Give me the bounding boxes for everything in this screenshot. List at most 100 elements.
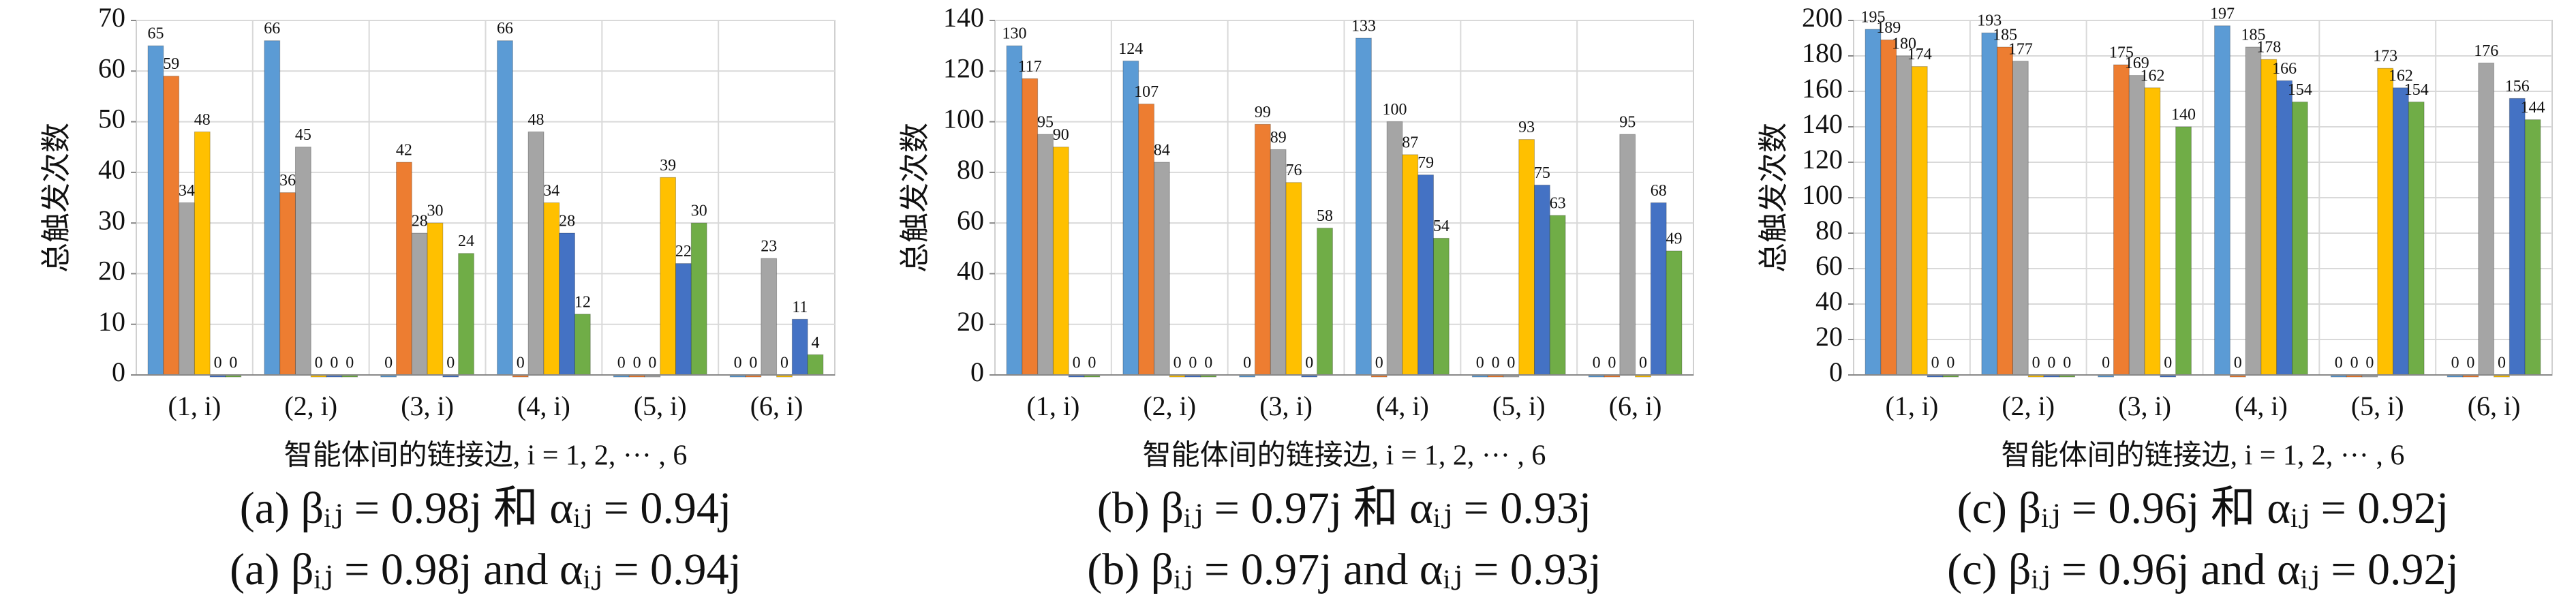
value-label: 0 [2164,354,2172,372]
value-label: 65 [147,25,164,43]
value-label: 154 [2288,81,2312,99]
y-tick-label: 100 [1802,179,1843,210]
value-label: 39 [660,157,676,175]
value-label: 90 [1053,126,1069,144]
value-label: 154 [2404,81,2429,99]
bar [1355,37,1372,376]
x-tick-label: (2, i) [2002,391,2055,421]
value-label: 197 [2210,5,2235,22]
bar [543,202,560,376]
y-tick-label: 20 [98,256,125,286]
value-label: 0 [2047,354,2055,372]
bar [411,232,428,376]
value-label: 0 [2466,354,2474,372]
y-tick-label: 120 [943,52,984,83]
bar [690,222,707,376]
bar [1981,32,1998,376]
bar [1896,55,1912,376]
value-label: 0 [2451,354,2459,372]
bar [1417,175,1434,376]
value-label: 0 [2365,354,2374,372]
value-label: 0 [229,354,237,372]
value-label: 185 [2241,27,2266,44]
value-label: 48 [528,111,545,129]
x-tick-label: (3, i) [2118,391,2171,421]
value-label: 0 [384,354,393,372]
value-label: 166 [2272,60,2297,78]
x-tick-label: (5, i) [1492,391,1546,421]
value-label: 177 [2008,40,2033,58]
y-tick-label: 60 [957,205,984,235]
value-label: 24 [458,232,474,250]
y-tick-label: 120 [1802,144,1843,175]
value-label: 189 [1876,19,1901,37]
bar [2128,75,2145,376]
value-label: 0 [1931,354,1939,372]
bar [2245,46,2262,376]
value-label: 0 [780,354,788,372]
bar [675,263,692,376]
value-label: 0 [1243,354,1251,372]
value-label: 0 [2335,354,2343,372]
x-tick-label: (2, i) [1143,391,1196,421]
bar [396,162,412,376]
value-label: 0 [1088,354,1096,372]
y-tick-label: 180 [1802,37,1843,68]
y-tick-label: 140 [1802,108,1843,139]
value-label: 0 [1492,354,1500,372]
x-tick-label: (1, i) [1027,391,1080,421]
bar [1122,60,1139,376]
value-label: 84 [1154,142,1170,160]
value-label: 22 [675,243,692,260]
y-tick-label: 0 [1829,357,1843,387]
value-label: 178 [2256,39,2281,57]
bar [660,177,677,376]
y-tick-label: 0 [112,357,125,387]
bar [458,253,474,376]
value-label: 0 [1174,354,1182,372]
bar [1997,46,2013,376]
y-tick-label: 100 [943,104,984,134]
x-tick-label: (4, i) [1376,391,1429,421]
value-label: 0 [1189,354,1197,372]
bar [1317,228,1333,376]
value-label: 176 [2474,42,2498,60]
value-label: 0 [1639,354,1647,372]
value-label: 42 [396,142,412,160]
value-label: 95 [1619,114,1636,132]
value-label: 76 [1285,162,1302,179]
value-label: 144 [2521,99,2545,117]
value-label: 89 [1270,129,1287,147]
value-label: 0 [617,354,626,372]
bar [1153,162,1170,376]
value-label: 0 [2234,354,2242,372]
x-axis-label: 智能体间的链接边, i = 1, 2, ··· , 6 [284,440,688,472]
y-tick-label: 40 [1815,286,1843,316]
y-tick-label: 140 [943,2,984,33]
value-label: 99 [1255,104,1271,121]
x-axis-label: 智能体间的链接边, i = 1, 2, ··· , 6 [1143,440,1546,472]
value-label: 34 [543,182,559,200]
y-tick-label: 80 [957,154,984,185]
caption: (a) βᵢⱼ = 0.98j 和 αᵢⱼ = 0.94j [240,483,732,533]
x-tick-label: (3, i) [1259,391,1313,421]
y-tick-label: 200 [1802,2,1843,33]
x-tick-label: (6, i) [750,391,803,421]
x-tick-label: (2, i) [284,391,337,421]
value-label: 48 [194,111,211,129]
bar [574,314,591,376]
bar [2175,126,2192,376]
value-label: 45 [295,126,311,144]
value-label: 130 [1002,25,1026,43]
y-axis-label: 总触发次数 [1756,123,1791,273]
value-label: 175 [2109,44,2134,62]
y-tick-label: 60 [98,52,125,83]
value-label: 28 [412,213,428,230]
bar [1006,45,1023,376]
value-label: 0 [517,354,525,372]
value-label: 0 [1476,354,1484,372]
value-label: 0 [214,354,222,372]
y-tick-label: 30 [98,205,125,235]
bar [1619,134,1636,376]
value-label: 12 [574,293,591,311]
